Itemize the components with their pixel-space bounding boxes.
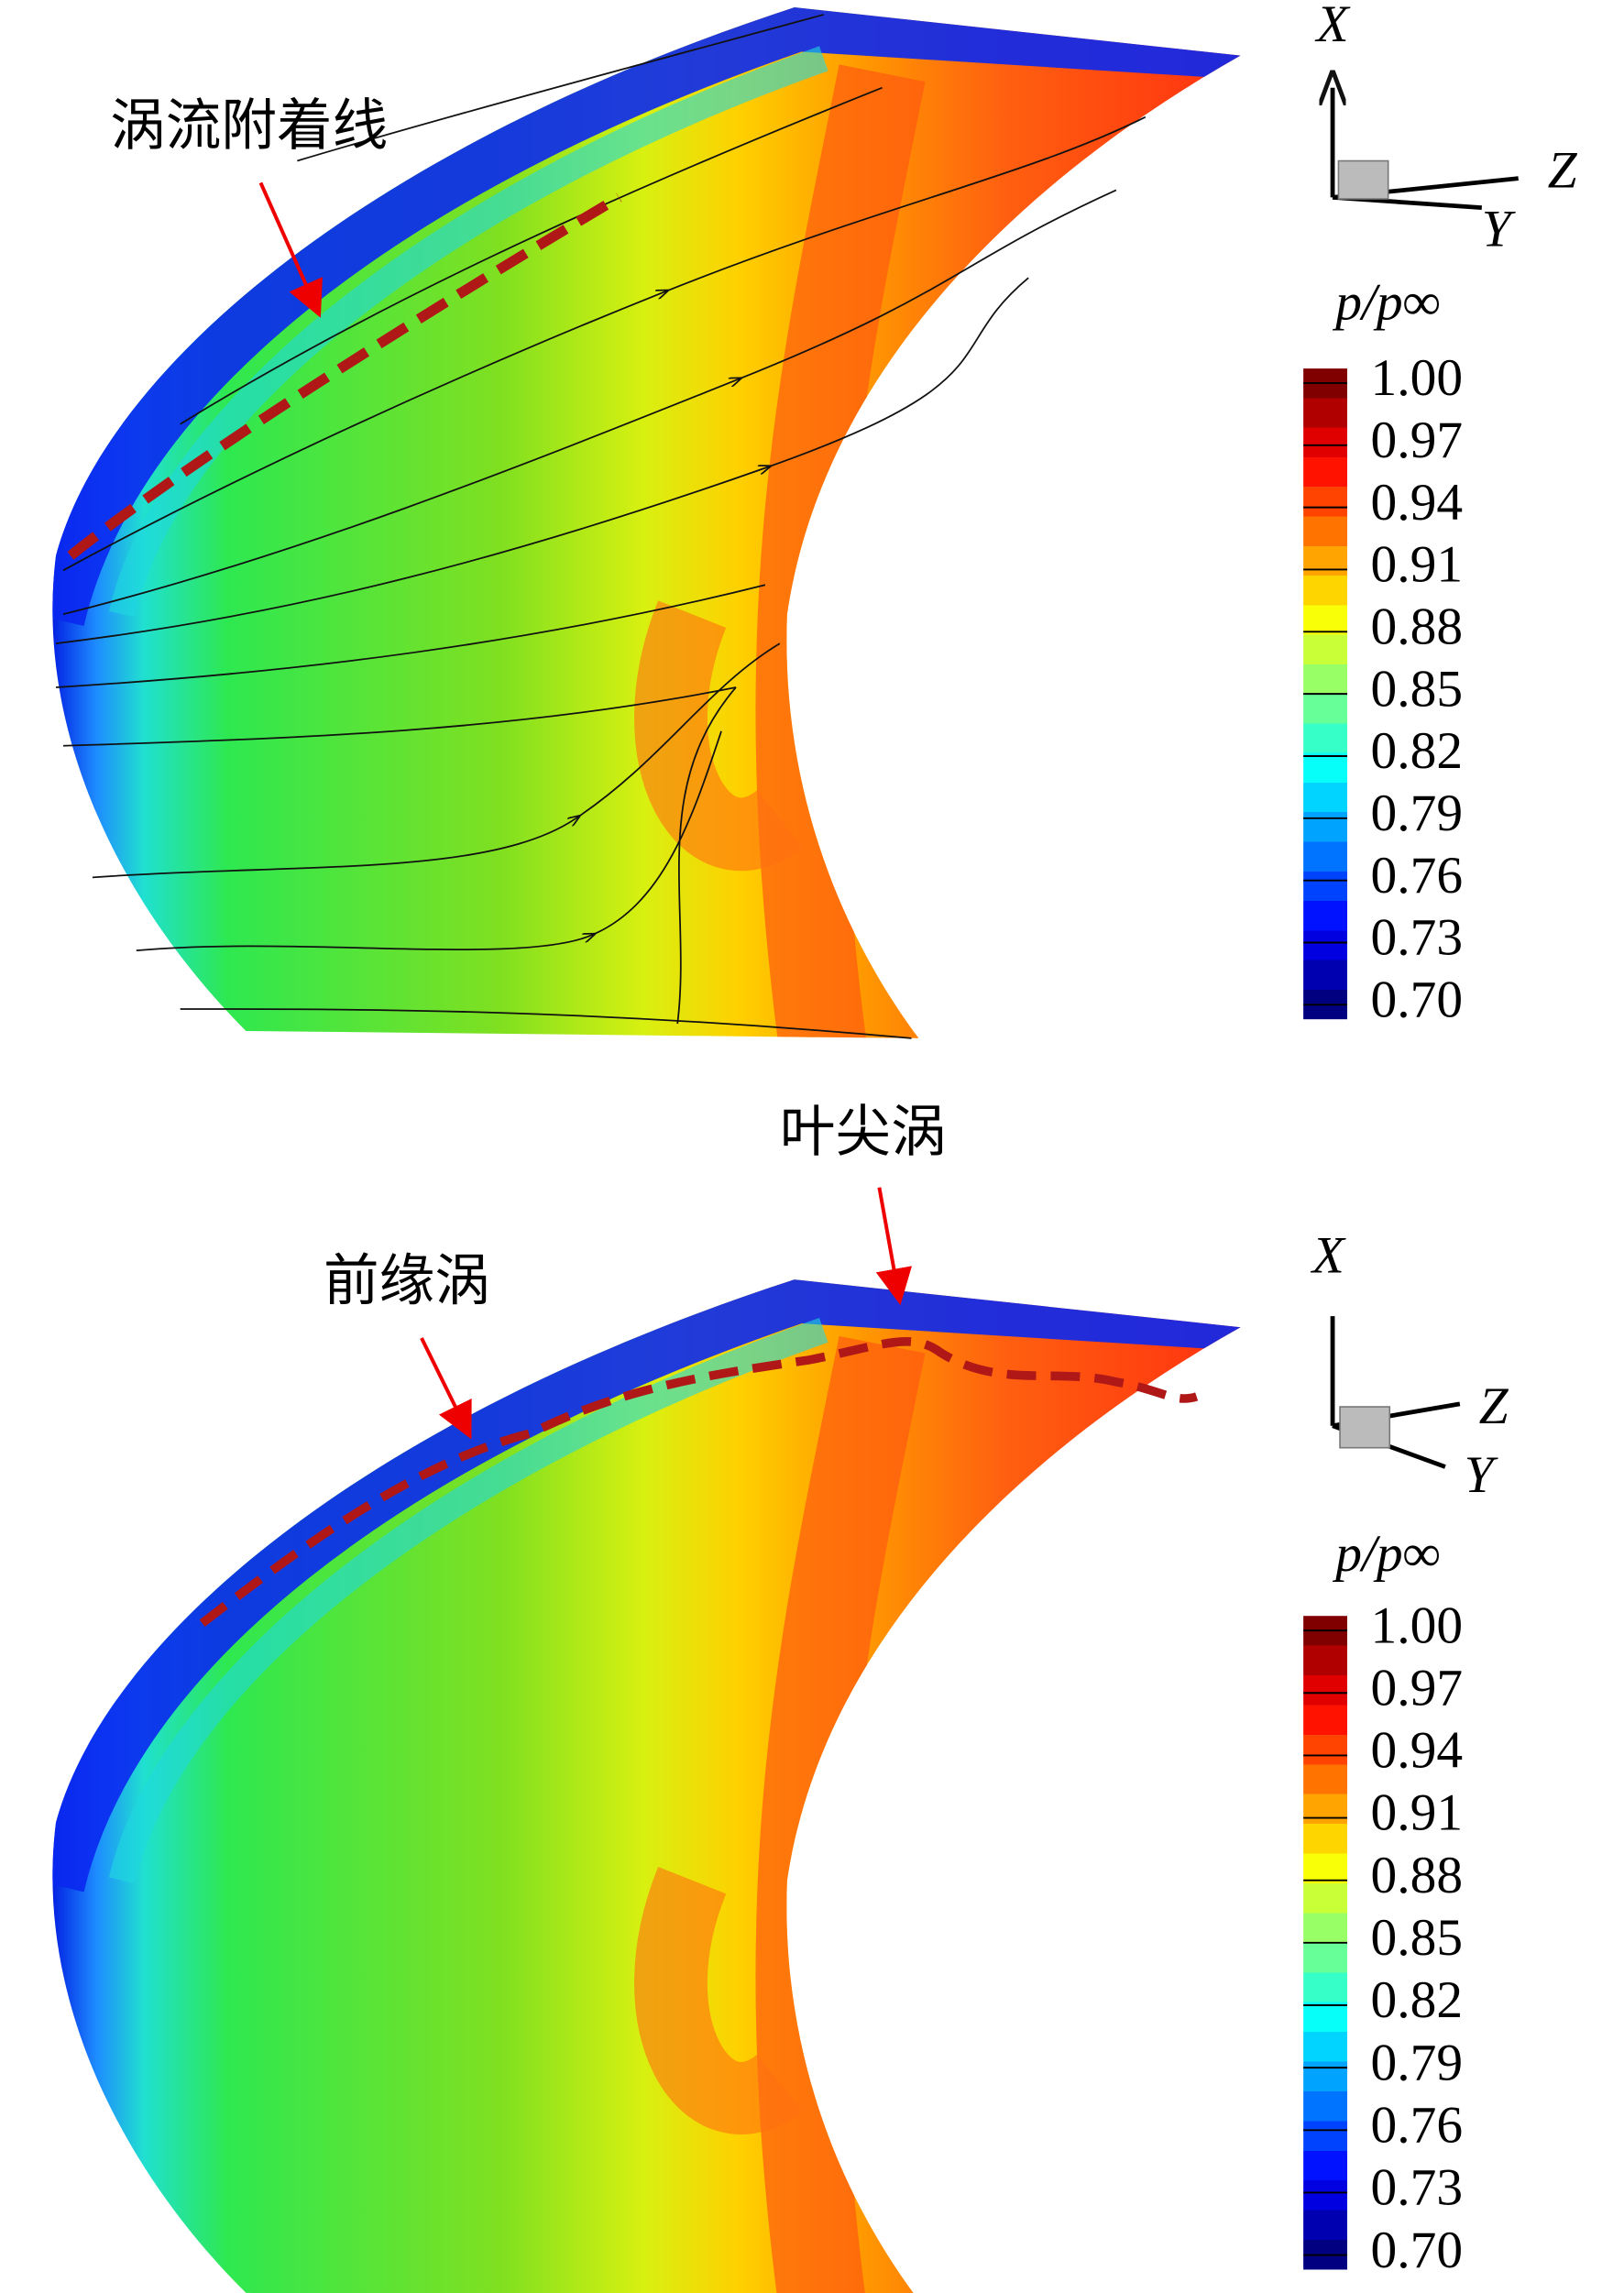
colorbar-tick-label: 0.97 bbox=[1371, 1659, 1464, 1717]
colorbar-tick-label: 0.70 bbox=[1371, 971, 1464, 1029]
attachment-line bbox=[67, 192, 622, 560]
colorbar-tick-label: 0.85 bbox=[1371, 1909, 1464, 1967]
colorbar-tick-label: 1.00 bbox=[1371, 1596, 1464, 1654]
colorbar-tick-label: 0.97 bbox=[1371, 411, 1464, 469]
axis-label: X bbox=[1311, 1227, 1346, 1285]
colorbar-tick-label: 0.85 bbox=[1371, 660, 1464, 718]
colorbar-tick-label: 0.79 bbox=[1371, 2034, 1464, 2091]
colorbar-tick-label: 0.70 bbox=[1371, 2222, 1464, 2279]
axis-label: Z bbox=[1548, 142, 1578, 200]
colorbar-label: p/p∞ bbox=[1332, 273, 1440, 331]
colorbar-tick-label: 0.76 bbox=[1371, 2096, 1464, 2154]
annotation-arrow bbox=[875, 1187, 913, 1306]
annotation: 叶尖涡 bbox=[780, 1102, 947, 1163]
axis-label: Z bbox=[1479, 1377, 1509, 1435]
axis-label: Y bbox=[1465, 1446, 1499, 1504]
annotation-arrow bbox=[420, 1337, 472, 1440]
colorbar-tick-label: 0.82 bbox=[1371, 722, 1464, 780]
vortex-line bbox=[199, 1337, 1199, 1627]
streamlines bbox=[55, 14, 1147, 1039]
blade-surface bbox=[5, 0, 1262, 1053]
axis-triad bbox=[1333, 88, 1519, 1469]
colorbar-tick-label: 0.88 bbox=[1371, 1847, 1464, 1904]
annotation: 前缘涡 bbox=[324, 1251, 490, 1312]
colorbar-tick-label: 0.94 bbox=[1371, 1722, 1464, 1780]
colorbar-tick-label: 0.88 bbox=[1371, 598, 1464, 655]
axis-label: Y bbox=[1482, 200, 1517, 258]
colorbar-tick-label: 0.73 bbox=[1371, 2159, 1464, 2217]
colorbar-tick-label: 1.00 bbox=[1371, 349, 1464, 407]
colorbar-tick-label: 0.91 bbox=[1371, 1784, 1464, 1842]
blade-surface bbox=[5, 1272, 1262, 2293]
annotation: 涡流附着线 bbox=[110, 96, 388, 158]
colorbar-label: p/p∞ bbox=[1332, 1525, 1440, 1583]
colorbar-tick-label: 0.76 bbox=[1371, 847, 1464, 905]
colorbar-tick-label: 0.94 bbox=[1371, 474, 1464, 532]
colorbar-tick-label: 0.82 bbox=[1371, 1971, 1464, 2029]
colorbar-tick-label: 0.91 bbox=[1371, 536, 1464, 594]
annotation-arrow bbox=[258, 181, 323, 318]
colorbar-tick-label: 0.73 bbox=[1371, 909, 1464, 967]
axis-label: X bbox=[1315, 0, 1351, 53]
colorbar-tick-label: 0.79 bbox=[1371, 784, 1464, 842]
